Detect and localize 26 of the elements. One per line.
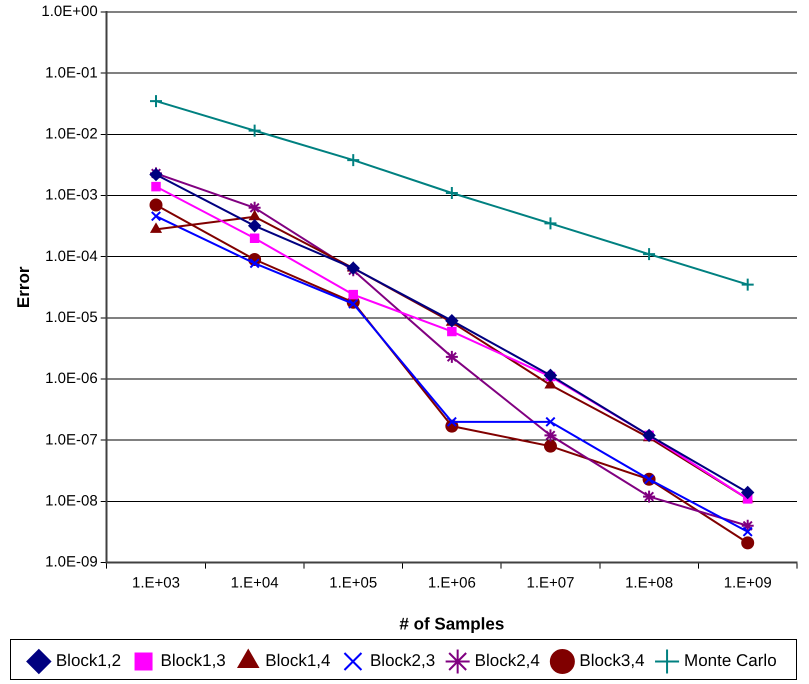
y-tick-label: 1.0E-05 xyxy=(45,309,98,326)
x-tick-label: 1.E+08 xyxy=(625,574,674,592)
x-tick-label: 1.E+03 xyxy=(132,574,180,592)
y-axis-title: Error xyxy=(14,266,33,308)
x-tick-label: 1.E+06 xyxy=(428,574,476,592)
legend-label: Block1,4 xyxy=(265,651,330,670)
y-tick-label: 1.0E-02 xyxy=(45,125,98,142)
x-tick-label: 1.E+09 xyxy=(724,574,772,592)
y-tick-label: 1.0E-06 xyxy=(45,370,98,388)
y-tick-label: 1.0E-01 xyxy=(45,64,98,82)
y-tick-label: 1.0E-08 xyxy=(45,492,98,510)
x-axis-title: # of Samples xyxy=(399,614,504,634)
x-tick-label: 1.E+07 xyxy=(526,574,574,592)
x-tick-label: 1.E+05 xyxy=(329,574,378,592)
legend-label: Block2,4 xyxy=(474,651,540,670)
y-tick-label: 1.0E-09 xyxy=(45,554,98,571)
legend-label: Block2,3 xyxy=(370,651,436,670)
legend-label: Monte Carlo xyxy=(684,651,777,670)
y-tick-label: 1.0E+00 xyxy=(41,3,98,20)
y-tick-label: 1.0E-04 xyxy=(45,248,98,265)
y-tick-label: 1.0E-03 xyxy=(45,186,98,204)
y-tick-label: 1.0E-07 xyxy=(45,431,98,448)
legend-label: Block1,3 xyxy=(160,651,226,670)
x-tick-label: 1.E+04 xyxy=(230,574,279,592)
legend-label: Block3,4 xyxy=(579,651,645,670)
legend-label: Block1,2 xyxy=(56,651,122,670)
